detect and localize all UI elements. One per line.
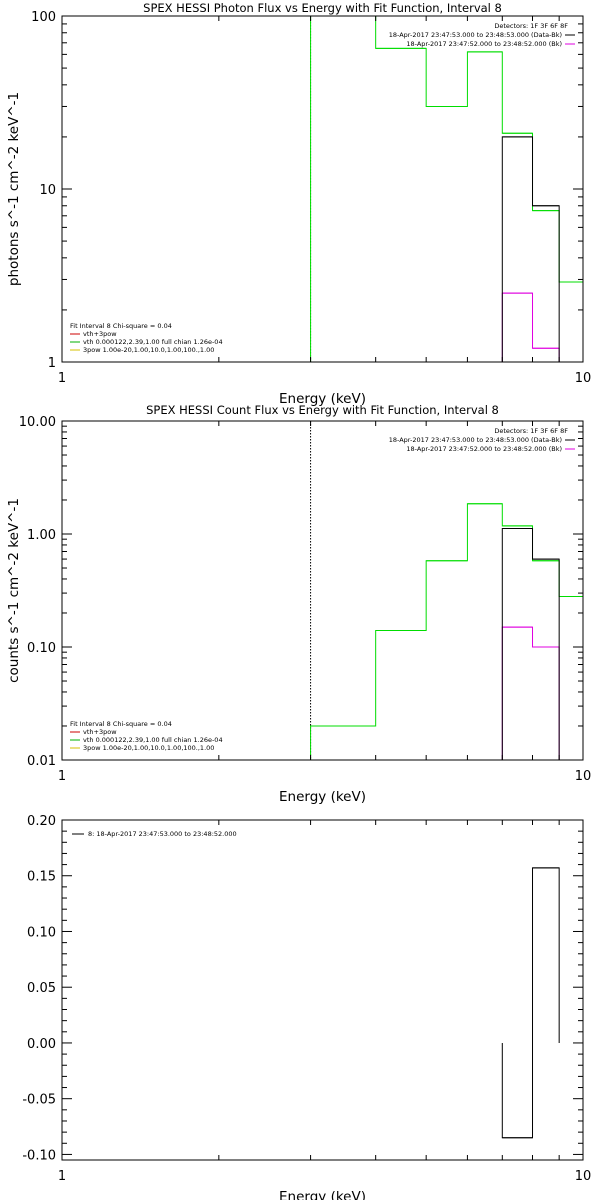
y-tick-label: 0.01 <box>27 754 56 769</box>
x-tick-label: 10 <box>575 371 592 386</box>
y-tick-label: 0.20 <box>27 814 56 829</box>
legend-entry: 3pow 1.00e-20,1.00,10.0,1.00,100.,1.00 <box>83 346 214 354</box>
data-series <box>501 867 560 1139</box>
chart-title: SPEX HESSI Photon Flux vs Energy with Fi… <box>143 1 502 15</box>
data-series <box>501 527 560 760</box>
plot-area <box>310 16 583 362</box>
legend-entry: 18-Apr-2017 23:47:53.000 to 23:48:53.000… <box>389 436 562 444</box>
y-tick-label: -0.05 <box>22 1093 56 1108</box>
y-tick-label: 10.00 <box>19 415 56 430</box>
x-axis-label: Energy (keV) <box>279 391 366 407</box>
x-tick-label: 1 <box>58 371 66 386</box>
legend-entry: vth+3pow <box>83 728 117 736</box>
y-tick-label: 0.15 <box>27 870 56 885</box>
legend-entry: vth+3pow <box>83 330 117 338</box>
plot-area <box>501 867 560 1139</box>
legend-detectors: Detectors: 1F 3F 6F 8F <box>494 427 568 435</box>
y-tick-label: 1.00 <box>27 528 56 543</box>
panel-1: SPEX HESSI Photon Flux vs Energy with Fi… <box>6 1 591 407</box>
y-tick-label: 10 <box>39 183 56 198</box>
y-tick-label: 0.00 <box>27 1037 56 1052</box>
legend-entry: 18-Apr-2017 23:47:52.000 to 23:48:52.000… <box>406 40 562 48</box>
axes-frame <box>61 819 584 1161</box>
y-tick-label: 0.10 <box>27 925 56 940</box>
y-tick-label: 0.05 <box>27 981 56 996</box>
y-axis-label: counts s^-1 cm^-2 keV^-1 <box>6 498 22 683</box>
legend-entry: 18-Apr-2017 23:47:53.000 to 23:48:53.000… <box>389 31 562 39</box>
axes-frame <box>61 15 584 363</box>
bk-series <box>501 626 560 760</box>
bk-series <box>501 292 560 362</box>
y-tick-label: 1 <box>48 356 56 371</box>
legend-fit-interval: Fit Interval 8 Chi-square = 0.04 <box>70 720 172 728</box>
x-tick-label: 1 <box>58 1169 66 1184</box>
y-tick-label: -0.10 <box>22 1148 56 1163</box>
x-axis-label: Energy (keV) <box>279 1189 366 1200</box>
axes-frame <box>61 420 584 761</box>
legend-detectors: Detectors: 1F 3F 6F 8F <box>494 22 568 30</box>
legend-entry: vth 0.000122,2.39,1.00 full chian 1.26e-… <box>83 736 223 744</box>
y-tick-label: 0.10 <box>27 641 56 656</box>
x-axis-label: Energy (keV) <box>279 789 366 805</box>
plot-area <box>310 421 583 760</box>
chart-title: SPEX HESSI Count Flux vs Energy with Fit… <box>146 403 499 417</box>
legend-entry: vth 0.000122,2.39,1.00 full chian 1.26e-… <box>83 338 223 346</box>
legend-entry: 8: 18-Apr-2017 23:47:53.000 to 23:48:52.… <box>88 830 237 838</box>
model-series <box>310 16 583 362</box>
legend-entry: 18-Apr-2017 23:47:52.000 to 23:48:52.000… <box>406 445 562 453</box>
panel-2: SPEX HESSI Count Flux vs Energy with Fit… <box>6 403 591 805</box>
panel-3: 1 10 Energy (keV) -0.10 -0.05 0.00 0.05 0.10 0.1… <box>22 814 591 1200</box>
legend-entry: 3pow 1.00e-20,1.00,10.0,1.00,100.,1.00 <box>83 744 214 752</box>
x-tick-label: 10 <box>575 1169 592 1184</box>
x-tick-label: 1 <box>58 769 66 784</box>
y-axis-label: photons s^-1 cm^-2 keV^-1 <box>6 92 22 286</box>
x-tick-label: 10 <box>575 769 592 784</box>
data-series <box>501 136 560 362</box>
y-tick-label: 100 <box>31 10 56 25</box>
legend-fit-interval: Fit Interval 8 Chi-square = 0.04 <box>70 322 172 330</box>
